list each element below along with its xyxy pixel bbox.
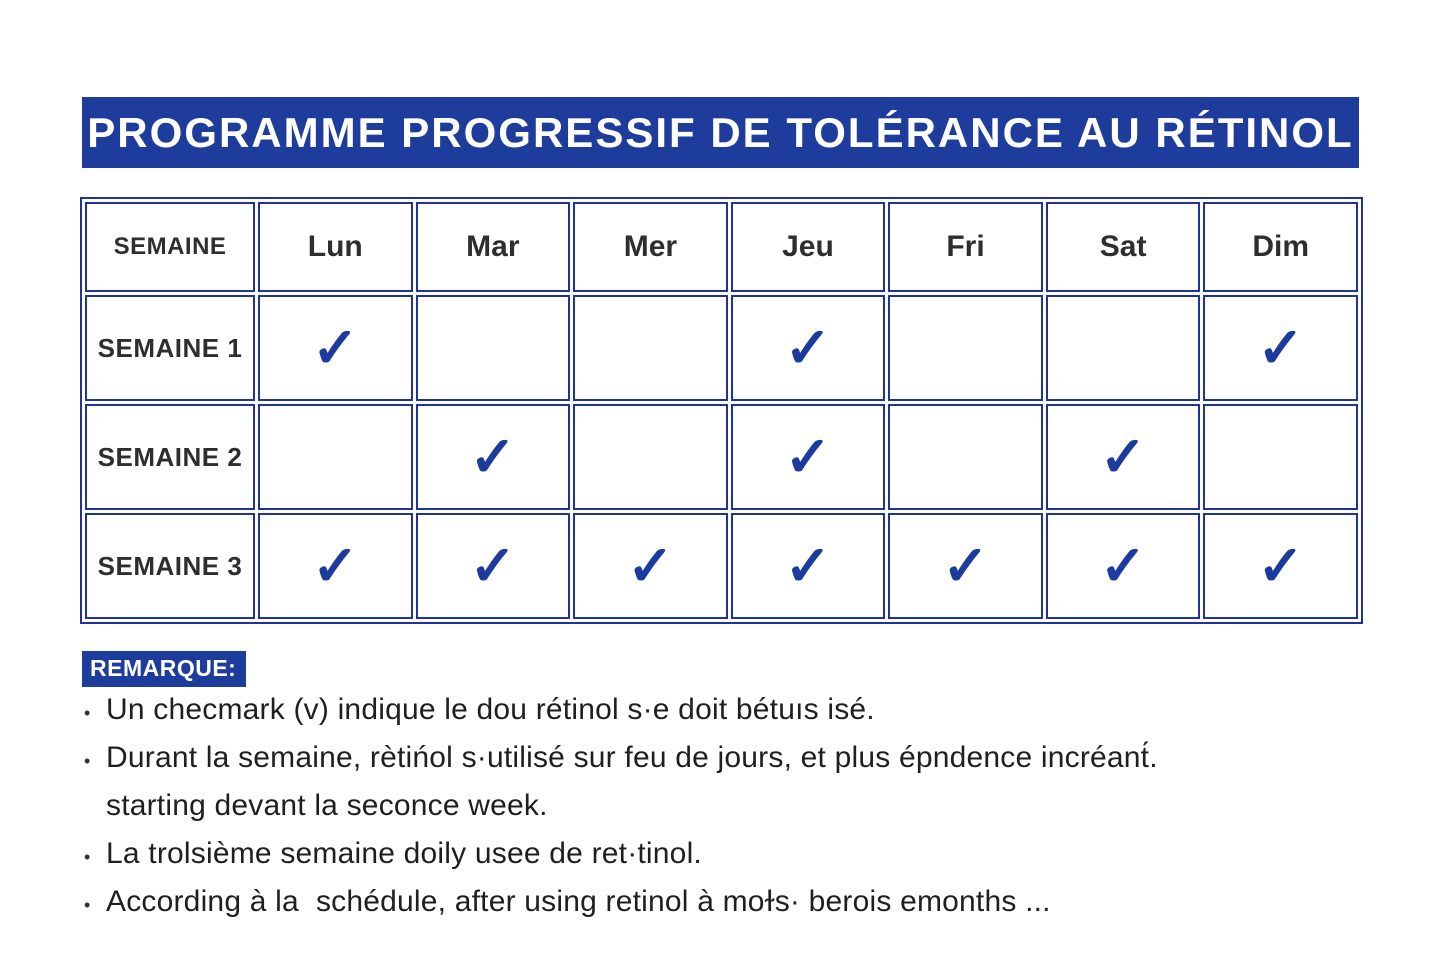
check-cell: ✓ [258,513,413,619]
column-header-sat: Sat [1045,202,1201,292]
table-row-week1: SEMAINE 1 ✓ ✓ ✓ [85,295,1358,401]
note-text-5: According à la schédule, after using ret… [106,885,1051,918]
bullet-dot: • [84,895,91,915]
note-text-1: Un checmark (v) indique le dou rétinol s… [106,693,875,726]
check-cell [573,404,728,510]
column-header-jeu: Jeu [730,202,886,292]
page-title-banner: PROGRAMME PROGRESSIF DE TOLÉRANCE AU RÉT… [82,97,1359,168]
table-row-week2: SEMAINE 2 ✓ ✓ ✓ [85,404,1358,510]
page-title: PROGRAMME PROGRESSIF DE TOLÉRANCE AU RÉT… [87,108,1354,156]
check-cell: ✓ [415,513,571,619]
bullet-dot: • [84,751,91,771]
check-cell [415,295,571,401]
check-cell: ✓ [1045,513,1201,619]
check-cell [573,295,728,401]
check-cell: ✓ [730,513,886,619]
bullet-dot: • [84,847,91,867]
check-cell: ✓ [730,404,886,510]
column-header-semaine: SEMAINE [85,202,255,292]
check-cell: ✓ [730,295,886,401]
note-text-4: La trolsième semaine doily usee de ret·t… [106,837,702,870]
column-header-lun: Lun [258,202,413,292]
note-line-5: • According à la schédule, after using r… [84,885,1414,933]
row-label-week2: SEMAINE 2 [85,404,255,510]
column-header-mer: Mer [573,202,728,292]
check-cell: ✓ [888,513,1043,619]
check-cell [888,404,1043,510]
note-line-3: • starting devant la seconce week. [84,789,1414,837]
check-cell [1203,404,1358,510]
row-label-week3: SEMAINE 3 [85,513,255,619]
note-line-4: • La trolsième semaine doily usee de ret… [84,837,1414,885]
check-cell [258,404,413,510]
check-cell: ✓ [1203,513,1358,619]
note-text-2: Durant la semaine, rètińol s·utilisé sur… [106,741,1158,774]
check-cell: ✓ [258,295,413,401]
notes-section: • Un checmark (v) indique le dou rétinol… [84,693,1414,933]
remark-label: REMARQUE: [82,651,247,687]
row-label-week1: SEMAINE 1 [85,295,255,401]
note-text-3: starting devant la seconce week. [106,789,548,822]
column-header-dim: Dim [1203,202,1358,292]
check-cell [888,295,1043,401]
check-cell: ✓ [415,404,571,510]
bullet-dot: • [84,703,91,723]
check-cell: ✓ [573,513,728,619]
schedule-table: SEMAINE Lun Mar Mer Jeu Fri Sat Dim SEMA… [80,197,1363,624]
check-cell: ✓ [1045,404,1201,510]
table-row-week3: SEMAINE 3 ✓ ✓ ✓ ✓ ✓ ✓ ✓ [85,513,1358,619]
check-cell: ✓ [1203,295,1358,401]
note-line-1: • Un checmark (v) indique le dou rétinol… [84,693,1414,741]
check-cell [1045,295,1201,401]
column-header-mar: Mar [415,202,571,292]
note-line-2: • Durant la semaine, rètińol s·utilisé s… [84,741,1414,789]
table-header-row: SEMAINE Lun Mar Mer Jeu Fri Sat Dim [85,202,1358,292]
column-header-fri: Fri [888,202,1043,292]
